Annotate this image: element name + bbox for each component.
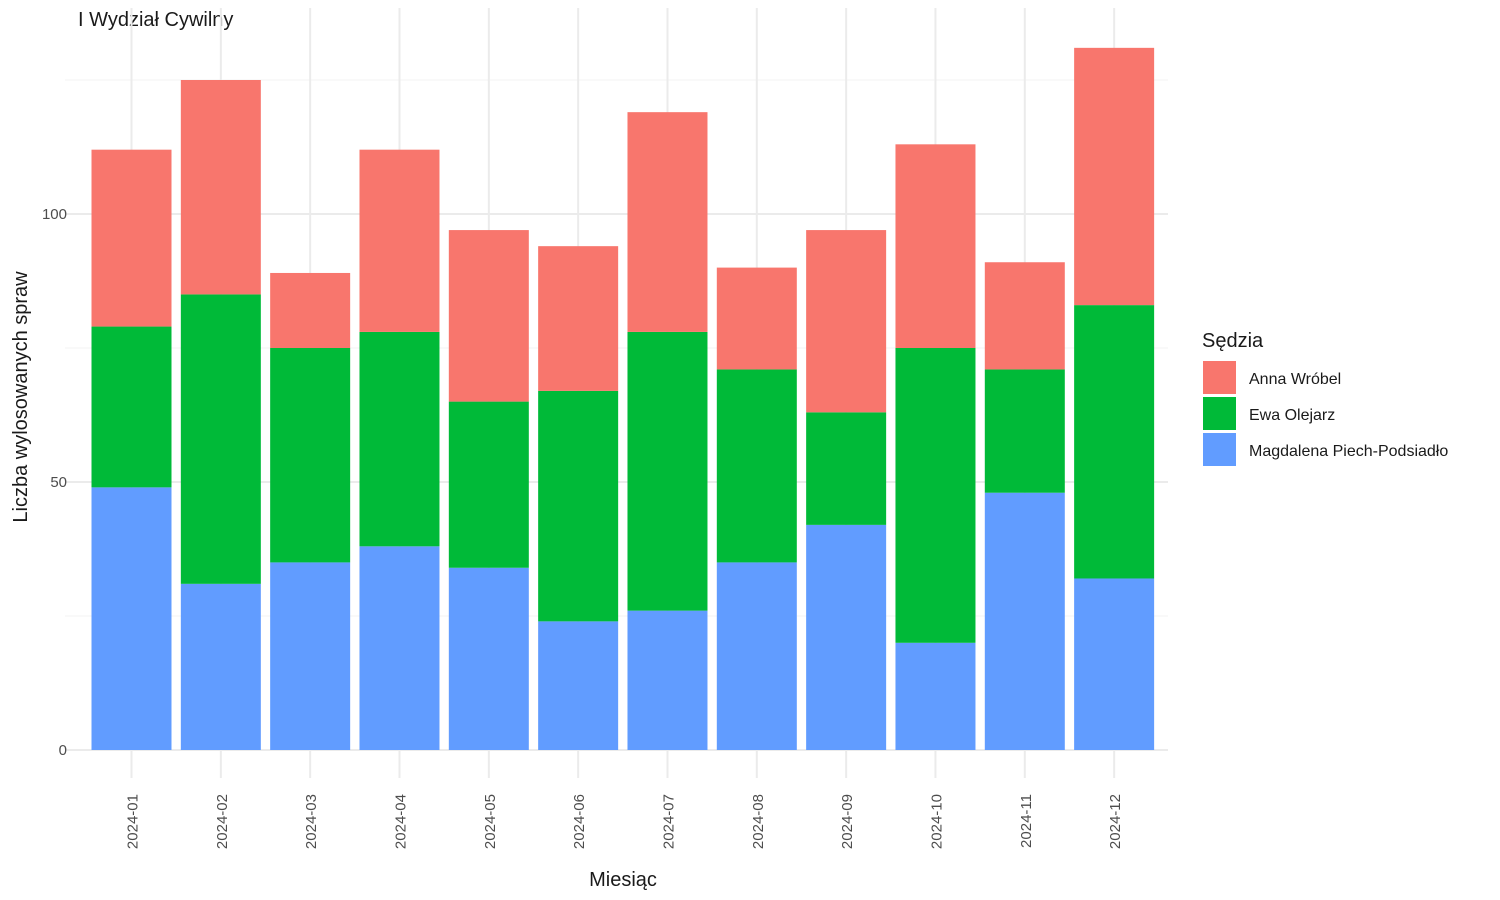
bar-segment — [806, 524, 887, 750]
bar-segment — [538, 621, 619, 750]
x-tick-label: 2024-12 — [1107, 794, 1124, 849]
bar-segment — [359, 331, 440, 547]
bar-segment — [538, 390, 619, 622]
x-tick-label: 2024-06 — [571, 794, 588, 849]
x-tick-label: 2024-02 — [214, 794, 231, 849]
legend-label: Magdalena Piech-Podsiadło — [1249, 443, 1448, 460]
bars — [91, 47, 1155, 750]
bar-segment — [448, 230, 529, 402]
bar-segment — [91, 487, 172, 750]
bar-segment — [984, 492, 1065, 750]
bar-segment — [359, 149, 440, 332]
bar-segment — [716, 562, 797, 750]
bar-segment — [180, 583, 261, 750]
bar-segment — [270, 272, 351, 348]
bar-segment — [180, 294, 261, 584]
bar-segment — [448, 401, 529, 568]
x-tick-label: 2024-07 — [660, 794, 677, 849]
x-tick-label: 2024-01 — [125, 794, 142, 849]
x-tick-label: 2024-08 — [750, 794, 767, 849]
legend-label: Ewa Olejarz — [1249, 407, 1335, 424]
bar-segment — [627, 610, 708, 750]
x-tick-label: 2024-05 — [482, 794, 499, 849]
y-tick-label: 50 — [50, 474, 67, 491]
bar-segment — [91, 149, 172, 327]
y-axis-title: Liczba wylosowanych spraw — [10, 271, 32, 523]
bar-segment — [448, 567, 529, 750]
x-tick-label: 2024-09 — [839, 794, 856, 849]
bar-segment — [716, 267, 797, 370]
bar-segment — [1074, 47, 1155, 306]
x-tick-label: 2024-10 — [928, 794, 945, 849]
bar-segment — [984, 262, 1065, 370]
x-axis-title: Miesiąc — [589, 869, 657, 891]
bar-segment — [180, 80, 261, 295]
bar-segment — [270, 562, 351, 750]
bar-segment — [627, 331, 708, 611]
x-tick-label: 2024-03 — [303, 794, 320, 849]
bar-segment — [984, 369, 1065, 493]
legend-swatch — [1203, 397, 1236, 430]
x-axis-ticks: 2024-01 2024-02 2024-03 2024-04 2024-05 2024-… — [125, 794, 1125, 849]
bar-segment — [627, 112, 708, 332]
legend-swatch — [1203, 361, 1236, 394]
y-tick-label: 100 — [42, 206, 67, 223]
bar-segment — [91, 326, 172, 488]
chart-title: I Wydział Cywilny — [78, 9, 233, 31]
bar-segment — [716, 369, 797, 563]
bar-segment — [270, 348, 351, 563]
x-tick-label: 2024-11 — [1018, 794, 1035, 848]
bar-segment — [895, 348, 976, 643]
bar-segment — [895, 642, 976, 750]
bar-segment — [895, 144, 976, 348]
legend-title: Sędzia — [1202, 330, 1264, 352]
y-axis-ticks: 0 50 100 — [42, 206, 67, 759]
legend: Sędzia Anna Wróbel Ewa Olejarz Magdalena P… — [1202, 330, 1448, 466]
bar-segment — [538, 246, 619, 391]
bar-segment — [1074, 305, 1155, 579]
y-tick-label: 0 — [59, 742, 67, 759]
bar-segment — [1074, 578, 1155, 750]
bar-segment — [806, 412, 887, 525]
legend-label: Anna Wróbel — [1249, 371, 1341, 388]
x-tick-label: 2024-04 — [392, 794, 409, 849]
bar-segment — [806, 230, 887, 413]
bar-segment — [359, 546, 440, 750]
legend-swatch — [1203, 433, 1236, 466]
